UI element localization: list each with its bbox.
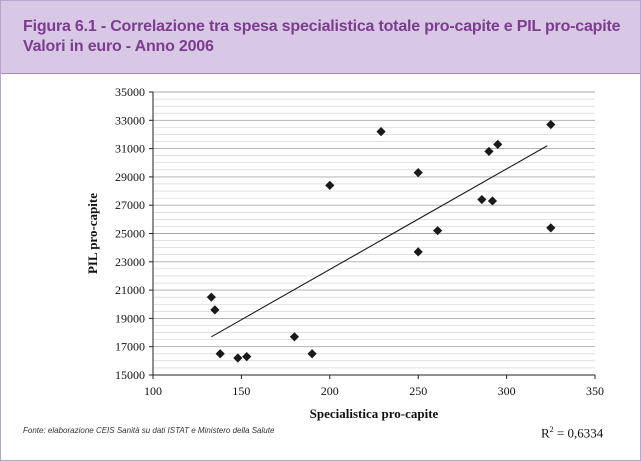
y-tick-label: 27000: [115, 198, 145, 212]
x-tick-label: 250: [409, 384, 427, 398]
x-tick-label: 350: [586, 384, 604, 398]
figure-header: Figura 6.1 - Correlazione tra spesa spec…: [1, 1, 640, 74]
grid-layer: [153, 91, 595, 369]
y-tick-label: 23000: [115, 255, 145, 269]
data-point: [215, 349, 225, 359]
tick-label-layer: 15000 17000 19000 21000 23000 25000 27000 29000…: [115, 85, 604, 398]
data-point: [325, 180, 335, 190]
x-tick-label: 300: [498, 384, 516, 398]
data-point: [376, 127, 386, 137]
figure-title-line2: Valori in euro - Anno 2006: [23, 38, 214, 55]
data-point: [242, 352, 252, 362]
y-tick-label: 35000: [115, 85, 145, 99]
data-point: [233, 353, 243, 363]
data-point: [413, 168, 423, 178]
r-squared-symbol: R: [541, 425, 550, 441]
data-point: [546, 119, 556, 130]
r-squared-exponent: 2: [549, 425, 554, 434]
data-point: [413, 247, 423, 257]
y-tick-label: 33000: [115, 113, 145, 127]
y-tick-label: 15000: [115, 368, 145, 382]
y-axis-label: PIL pro-capite: [85, 193, 100, 274]
y-tick-label: 25000: [115, 227, 145, 241]
trendline: [211, 145, 548, 338]
data-point: [484, 146, 494, 157]
y-tick-label: 21000: [115, 283, 145, 297]
axis-layer: [149, 91, 596, 379]
data-point: [493, 139, 503, 149]
data-point: [210, 305, 220, 315]
data-point: [206, 292, 216, 302]
data-point: [477, 194, 487, 205]
r-squared-value: = 0,6334: [556, 425, 604, 441]
data-point: [307, 349, 317, 359]
data-point: [546, 223, 556, 233]
data-point: [289, 332, 300, 342]
y-tick-label: 31000: [115, 142, 145, 156]
data-point: [433, 226, 443, 236]
x-tick-label: 150: [232, 384, 250, 398]
source-note: Fonte: elaborazione CEIS Sanità su dati …: [23, 426, 275, 435]
x-tick-label: 100: [144, 384, 162, 398]
y-tick-label: 19000: [115, 311, 145, 325]
data-point: [487, 196, 498, 206]
scatter-chart: 15000 17000 19000 21000 23000 25000 27000 29000…: [85, 85, 604, 421]
y-tick-label: 17000: [115, 340, 145, 354]
r-squared-label: R2 = 0,6334: [541, 425, 603, 441]
x-tick-label: 200: [321, 384, 339, 398]
trendline-layer: [211, 145, 548, 338]
x-axis-label: Specialistica pro-capite: [310, 406, 439, 421]
points-layer: [206, 119, 556, 363]
y-tick-label: 29000: [115, 170, 145, 184]
figure-title-line1: Figura 6.1 - Correlazione tra spesa spec…: [23, 18, 621, 35]
